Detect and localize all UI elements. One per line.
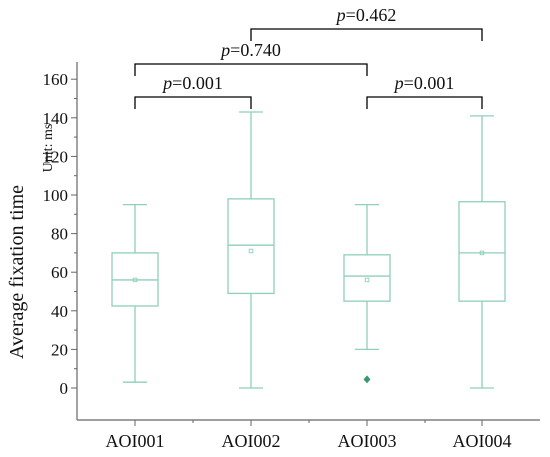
bracket-line (250, 28, 483, 41)
y-tick-label: 0 (60, 379, 69, 398)
unit-label: Unit: ms (41, 124, 56, 173)
p-value-label: p=0.001 (393, 73, 455, 93)
y-tick-label: 140 (43, 109, 69, 128)
bracket-aoi001-aoi003: p=0.740 (134, 40, 368, 76)
bracket-aoi003-aoi004: p=0.001 (366, 73, 483, 109)
y-tick-label: 80 (51, 225, 68, 244)
p-value: =0.462 (346, 5, 397, 25)
p-symbol: p (335, 5, 346, 25)
box-aoi004 (458, 115, 506, 389)
y-tick-label: 60 (51, 263, 68, 282)
p-value-label: p=0.740 (219, 40, 281, 60)
x-tick-label: AOI004 (453, 431, 512, 451)
bracket-aoi002-aoi004: p=0.462 (250, 5, 483, 41)
y-axis-label: Average fixation time (6, 185, 28, 359)
axes: 0 20 40 60 80 100 120 140 160 AOI001 AOI002 AOI003 A… (43, 62, 540, 451)
p-symbol: p (393, 73, 404, 93)
box-aoi002 (227, 111, 275, 389)
p-value: =0.740 (230, 40, 281, 60)
boxes (111, 111, 506, 389)
bracket-line (366, 96, 483, 109)
y-tick-label: 40 (51, 302, 68, 321)
x-tick-label: AOI001 (106, 431, 165, 451)
y-tick-label: 20 (51, 340, 68, 359)
mean-marker (248, 248, 254, 254)
iqr-box (343, 254, 391, 302)
p-value: =0.001 (404, 73, 455, 93)
iqr-box (227, 198, 275, 295)
mean-marker (364, 277, 370, 283)
p-symbol: p (219, 40, 230, 60)
outlier-point (363, 375, 371, 384)
p-value-label: p=0.462 (335, 5, 397, 25)
mean-marker (132, 277, 138, 283)
p-symbol: p (161, 73, 172, 93)
bracket-line (134, 96, 252, 109)
mean-marker (479, 250, 485, 256)
bracket-aoi001-aoi002: p=0.001 (134, 73, 252, 109)
box-aoi001 (111, 203, 159, 383)
box-aoi003 (343, 203, 391, 384)
x-tick-label: AOI002 (222, 431, 281, 451)
x-tick-label: AOI003 (338, 431, 397, 451)
y-tick-label: 120 (43, 147, 69, 166)
y-tick-label: 160 (43, 70, 69, 89)
p-value-label: p=0.001 (161, 73, 223, 93)
y-tick-label: 100 (43, 186, 69, 205)
p-value: =0.001 (172, 73, 223, 93)
iqr-box (458, 201, 506, 302)
bracket-line (134, 63, 368, 76)
